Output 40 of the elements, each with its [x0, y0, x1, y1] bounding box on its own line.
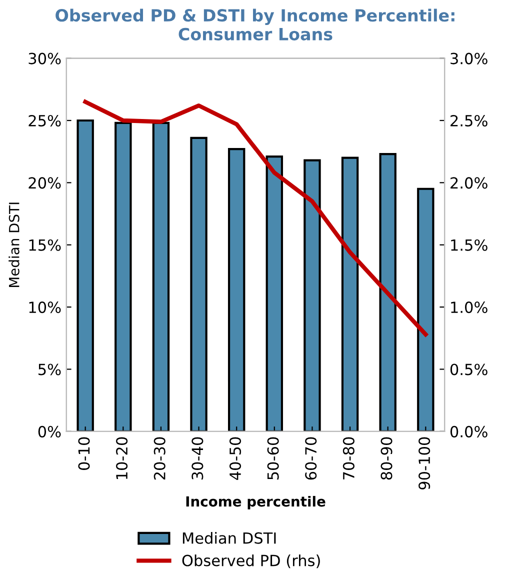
x-tick-label: 80-90 — [380, 437, 392, 480]
x-tick-label: 70-80 — [342, 437, 354, 480]
bar — [341, 156, 359, 432]
y-tick-label: 10% — [29, 302, 61, 314]
y2-tick-label: 2.0% — [450, 177, 488, 189]
x-tick-label: 30-40 — [192, 437, 204, 480]
y-tick-label: 20% — [28, 177, 61, 189]
y-tick-label: 0% — [38, 426, 61, 438]
bar — [266, 156, 284, 432]
legend-label: Median DSTI — [182, 532, 276, 544]
x-tick-label: 60-70 — [305, 437, 317, 480]
y2-tick-label: 0.0% — [450, 426, 488, 438]
bar — [417, 188, 434, 432]
y-axis-title: Median DSTI — [8, 202, 20, 288]
y2-tick-label: 0.5% — [450, 364, 488, 376]
y-tick-label: 25% — [28, 114, 61, 127]
x-tick-label: 90-100 — [418, 437, 430, 490]
bar — [114, 122, 132, 432]
chart-title: Observed PD & DSTI by Income Percentile: Consumer Loans — [56, 8, 454, 40]
y2-tick-label: 3.0% — [450, 52, 488, 64]
bar — [228, 148, 246, 432]
y2-tick-label: 2.5% — [450, 114, 488, 127]
x-tick-label: 0-10 — [78, 437, 90, 470]
y-tick-label: 15% — [29, 239, 61, 251]
x-tick-label: 40-50 — [229, 437, 242, 480]
bar — [152, 122, 170, 432]
y-tick-label: 5% — [38, 364, 61, 376]
y2-tick-label: 1.0% — [451, 302, 488, 314]
x-tick-label: 10-20 — [116, 437, 128, 479]
bar — [190, 136, 208, 432]
bar — [76, 119, 94, 432]
legend-label: Observed PD (rhs) — [182, 554, 320, 568]
x-tick-label: 50-60 — [267, 437, 279, 480]
bar — [379, 153, 396, 432]
y-tick-label: 30% — [28, 52, 61, 64]
y2-tick-label: 1.5% — [451, 239, 488, 251]
x-axis-title: Income percentile — [186, 496, 326, 510]
x-tick-label: 20-30 — [154, 437, 166, 480]
bar — [304, 159, 321, 432]
line-series — [83, 100, 428, 336]
